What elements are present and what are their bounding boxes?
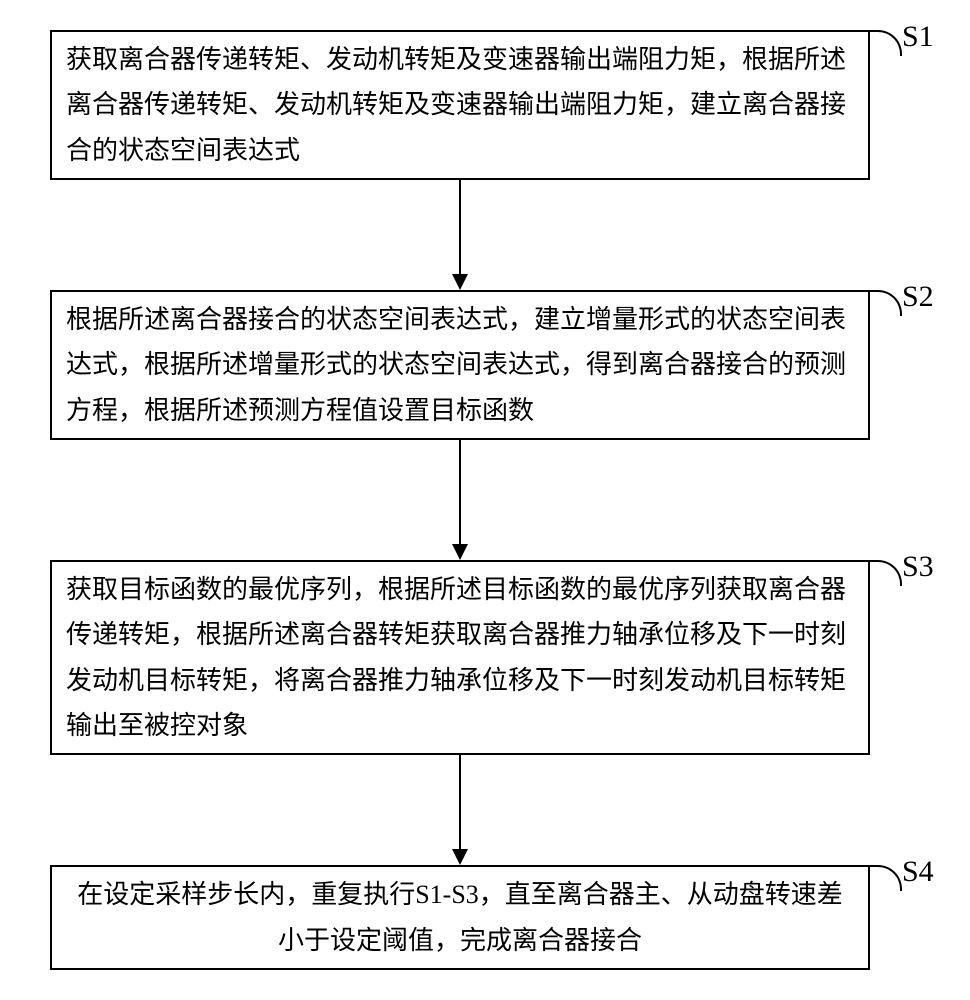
step-s3-connector <box>870 560 902 586</box>
arrow-s1-s2-head <box>452 274 468 290</box>
flowchart-canvas: 获取离合器传递转矩、发动机转矩及变速器输出端阻力矩，根据所述离合器传递转矩、发动… <box>0 0 970 1000</box>
arrow-s3-s4-line <box>459 755 461 849</box>
arrow-s2-s3-line <box>459 440 461 544</box>
step-s3-box: 获取目标函数的最优序列，根据所述目标函数的最优序列获取离合器传递转矩，根据所述离… <box>50 560 870 755</box>
step-s1-box: 获取离合器传递转矩、发动机转矩及变速器输出端阻力矩，根据所述离合器传递转矩、发动… <box>50 30 870 180</box>
step-s3-text: 获取目标函数的最优序列，根据所述目标函数的最优序列获取离合器传递转矩，根据所述离… <box>66 567 854 749</box>
step-s3-label: S3 <box>902 550 934 584</box>
step-s1-label: S1 <box>902 20 934 54</box>
step-s2-text: 根据所述离合器接合的状态空间表达式，建立增量形式的状态空间表达式，根据所述增量形… <box>66 297 854 434</box>
step-s2-label: S2 <box>902 280 934 314</box>
step-s4-box: 在设定采样步长内，重复执行S1-S3，直至离合器主、从动盘转速差小于设定阈值，完… <box>50 865 870 970</box>
step-s1-text: 获取离合器传递转矩、发动机转矩及变速器输出端阻力矩，根据所述离合器传递转矩、发动… <box>66 37 854 174</box>
step-s4-connector <box>870 865 902 891</box>
step-s2-connector <box>870 290 902 316</box>
arrow-s1-s2-line <box>459 180 461 274</box>
arrow-s2-s3-head <box>452 544 468 560</box>
step-s2-box: 根据所述离合器接合的状态空间表达式，建立增量形式的状态空间表达式，根据所述增量形… <box>50 290 870 440</box>
step-s4-text: 在设定采样步长内，重复执行S1-S3，直至离合器主、从动盘转速差小于设定阈值，完… <box>66 872 854 963</box>
step-s4-label: S4 <box>902 855 934 889</box>
arrow-s3-s4-head <box>452 849 468 865</box>
step-s1-connector <box>870 30 902 56</box>
